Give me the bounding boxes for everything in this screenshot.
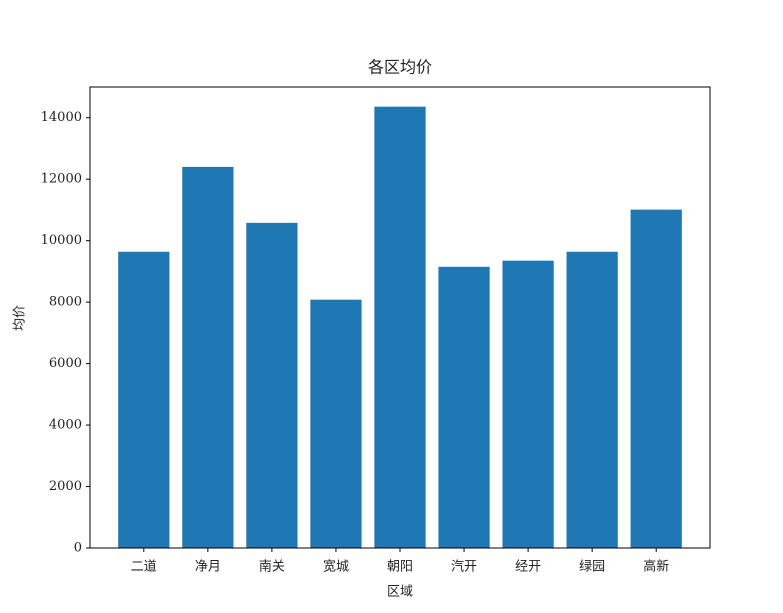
y-tick-label: 12000 [41, 172, 82, 187]
bar [310, 299, 362, 548]
plot-frame [89, 86, 711, 549]
y-tick-label: 0 [74, 541, 82, 556]
bar [502, 260, 554, 548]
bar [438, 266, 490, 548]
y-tick-label: 6000 [49, 356, 82, 371]
y-axis-label: 均价 [13, 305, 28, 331]
bar [118, 251, 170, 549]
x-tick-label: 朝阳 [387, 560, 413, 575]
x-tick-label: 高新 [643, 559, 669, 575]
y-tick-label: 4000 [49, 418, 82, 433]
y-tick-label: 10000 [41, 233, 82, 248]
x-tick-label: 绿园 [579, 560, 605, 575]
y-tick-label: 2000 [49, 479, 82, 494]
x-axis-label: 区域 [387, 585, 413, 600]
bar [630, 209, 682, 548]
bar [374, 106, 426, 548]
chart-title: 各区均价 [368, 58, 432, 77]
x-tick-label: 经开 [515, 560, 541, 575]
y-tick-label: 8000 [49, 295, 82, 310]
bar [246, 222, 298, 548]
x-tick-label: 宽城 [323, 559, 349, 575]
x-tick-label: 净月 [195, 560, 221, 575]
bar [182, 166, 234, 548]
x-tick-label: 汽开 [451, 560, 477, 575]
bar [566, 251, 618, 549]
y-tick-label: 14000 [41, 110, 82, 125]
x-tick-label: 二道 [131, 560, 157, 575]
x-tick-label: 南关 [259, 559, 285, 575]
